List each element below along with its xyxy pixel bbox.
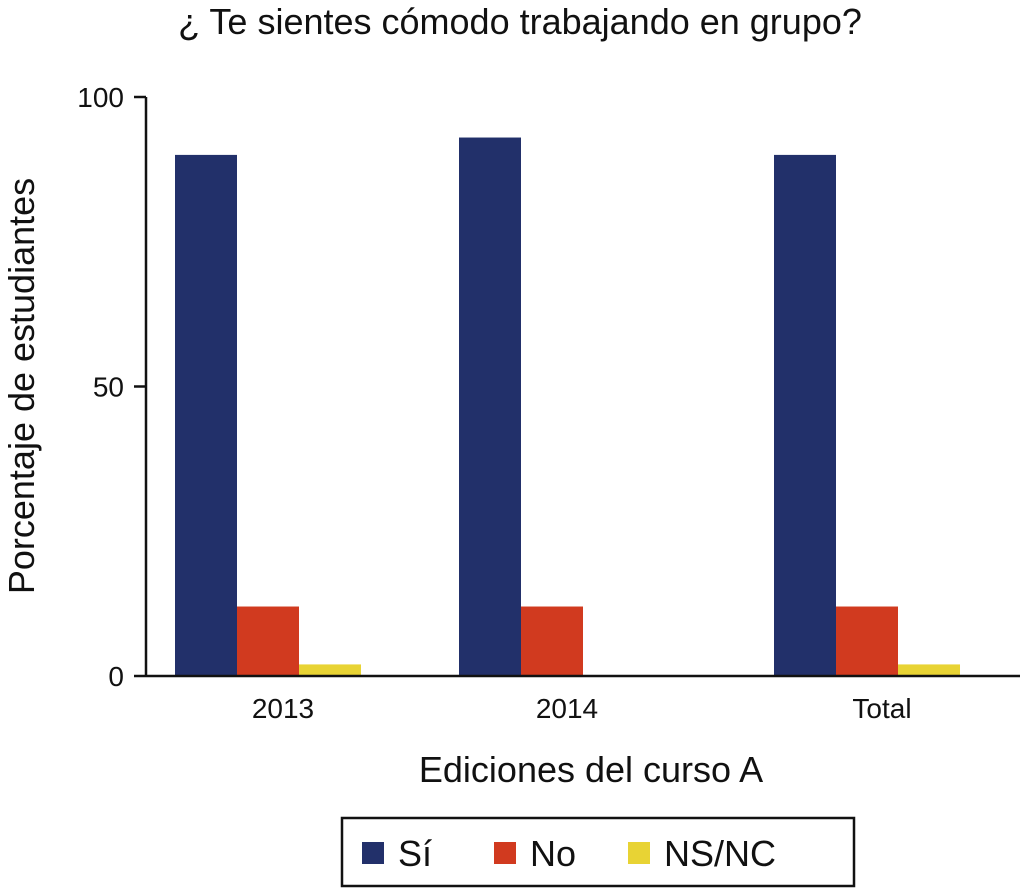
bar-no-2013 [237, 606, 299, 676]
x-axis-label: Ediciones del curso A [419, 749, 763, 790]
legend-label: Sí [398, 833, 432, 874]
bar-s-total [774, 154, 836, 676]
bar-no-total [836, 606, 898, 676]
x-tick-label: Total [852, 693, 911, 724]
legend-swatch [362, 842, 384, 864]
plot-area: 0 50 100 2013 2014 Total [77, 82, 1020, 724]
y-ticks: 0 50 100 [77, 82, 146, 692]
x-tick-label: 2014 [536, 693, 598, 724]
legend-swatch [628, 842, 650, 864]
chart-title: ¿ Te sientes cómodo trabajando en grupo? [178, 1, 862, 42]
legend: Sí No NS/NC [340, 816, 856, 888]
legend-label: No [530, 833, 576, 874]
bar-s-2013 [175, 154, 237, 676]
legend-swatch [494, 842, 516, 864]
legend-label: NS/NC [664, 833, 776, 874]
bars-group [175, 137, 960, 676]
bar-no-2014 [521, 606, 583, 676]
x-tick-label: 2013 [252, 693, 314, 724]
bar-nsnc-2013 [299, 664, 361, 676]
y-tick-label: 50 [93, 372, 124, 403]
y-tick-label: 100 [77, 82, 124, 113]
x-ticks: 2013 2014 Total [252, 693, 912, 724]
bar-nsnc-total [898, 664, 960, 676]
y-tick-label: 0 [108, 661, 124, 692]
bar-s-2014 [459, 137, 521, 676]
y-axis-label: Porcentaje de estudiantes [1, 178, 42, 594]
legend-box [340, 816, 856, 888]
